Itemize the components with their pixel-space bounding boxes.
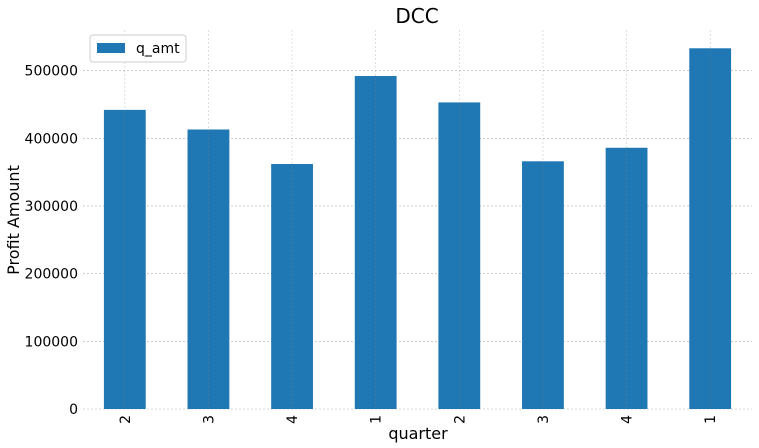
grid-lines	[83, 70, 752, 410]
y-tick-label: 400000	[25, 131, 78, 147]
x-tick-label: 1	[369, 415, 385, 424]
bar-2	[187, 129, 230, 410]
legend-box	[89, 34, 187, 63]
legend: q_amt	[89, 34, 187, 63]
x-tick-label: 4	[620, 415, 636, 424]
y-tick-label: 200000	[25, 267, 78, 283]
bar-6	[522, 161, 564, 409]
y-tick-label: 0	[69, 402, 78, 418]
bar-1	[103, 109, 146, 409]
bar-8	[689, 48, 732, 409]
y-tick-label: 100000	[25, 334, 78, 350]
x-tick-label: 2	[118, 415, 134, 424]
x-tick-label: 3	[201, 415, 217, 424]
x-tick-label: 1	[703, 415, 719, 424]
chart-title: DCC	[395, 4, 438, 28]
x-tick-label: 2	[452, 415, 468, 424]
x-tick-label: 3	[536, 415, 552, 424]
y-tick-label: 300000	[25, 199, 78, 215]
y-tick-labels: 0 100000 200000 300000 400000 500000	[25, 64, 78, 418]
bar-4	[354, 76, 397, 410]
y-axis-title: Profit Amount	[4, 165, 23, 275]
bar-5	[438, 102, 481, 409]
legend-swatch	[97, 43, 125, 53]
x-tick-label: 4	[285, 415, 301, 424]
bar-3	[271, 164, 313, 409]
x-axis-title: quarter	[388, 424, 448, 443]
vertical-grid-lines	[124, 30, 711, 409]
legend-label-q-amt: q_amt	[136, 41, 180, 57]
bar-7	[605, 147, 648, 409]
y-tick-label: 500000	[25, 64, 78, 80]
bars	[103, 48, 732, 410]
x-tick-labels: 2 3 4 1 2 3 4 1	[118, 415, 719, 424]
